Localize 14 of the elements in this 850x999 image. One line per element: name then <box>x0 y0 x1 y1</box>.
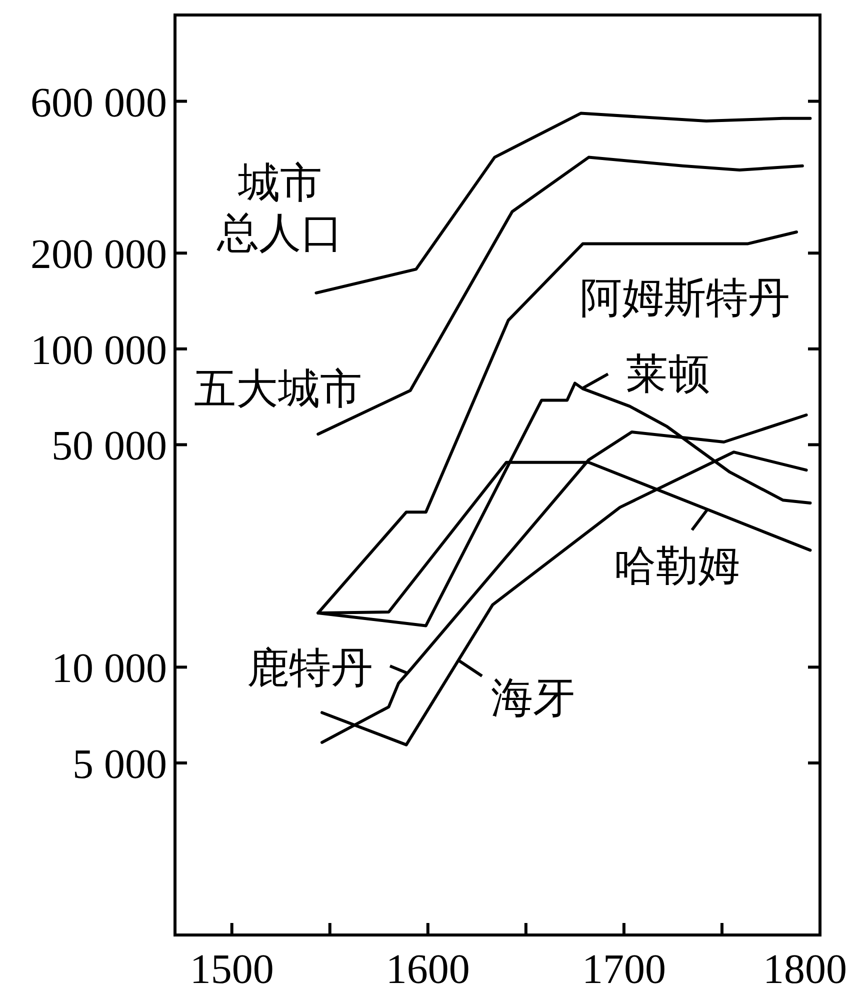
legend-label: 哈勒姆 <box>614 544 740 590</box>
legend-label: 海牙 <box>491 676 575 722</box>
series-label: 鹿特丹 <box>247 646 373 692</box>
y-tick-label: 5 000 <box>72 742 167 788</box>
y-tick-label: 200 000 <box>30 232 167 278</box>
series-label: 莱顿 <box>626 352 710 398</box>
y-tick-label: 100 000 <box>30 328 167 374</box>
x-tick-label: 1800 <box>763 947 847 993</box>
x-tick-label: 1700 <box>582 947 666 993</box>
y-tick-label: 10 000 <box>52 646 167 692</box>
y-tick-label: 600 000 <box>30 80 167 126</box>
x-tick-label: 1600 <box>386 947 470 993</box>
y-tick-label: 50 000 <box>52 424 167 470</box>
x-tick-label: 1500 <box>190 947 274 993</box>
